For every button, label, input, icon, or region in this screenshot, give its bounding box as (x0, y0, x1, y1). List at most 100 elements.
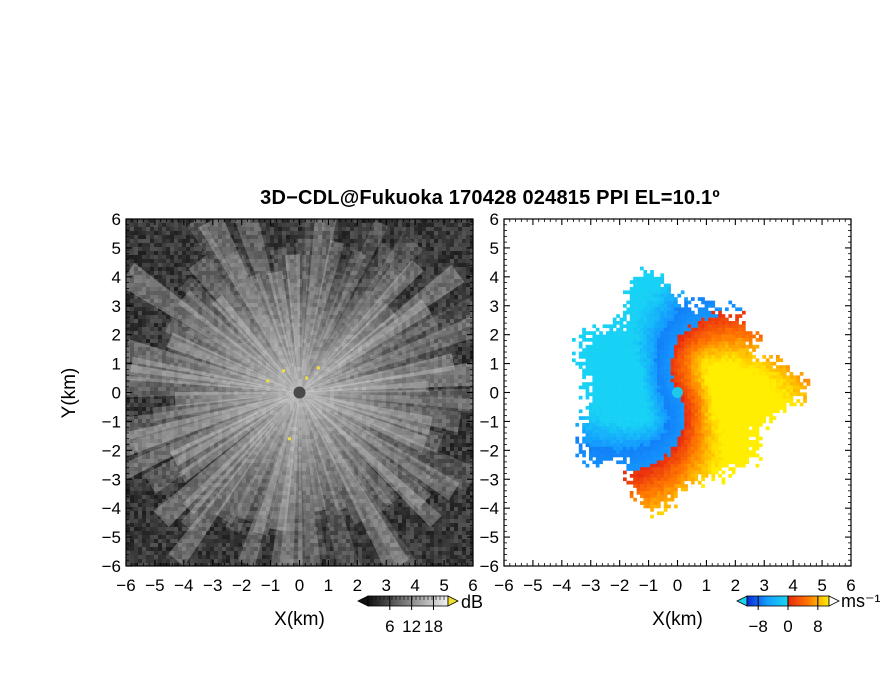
reflectivity-noise-cell (126, 219, 130, 223)
reflectivity-noise-cell (126, 235, 130, 239)
reflectivity-noise-cell (310, 235, 314, 239)
reflectivity-noise-cell (134, 399, 138, 403)
reflectivity-noise-cell (154, 279, 158, 283)
reflectivity-noise-cell (394, 247, 398, 251)
reflectivity-noise-cell (134, 227, 138, 231)
reflectivity-noise-cell (158, 275, 162, 279)
reflectivity-noise-cell (134, 335, 138, 339)
reflectivity-noise-cell (358, 227, 362, 231)
reflectivity-noise-cell (222, 223, 226, 227)
reflectivity-noise-cell (466, 415, 470, 419)
reflectivity-noise-cell (462, 255, 466, 259)
reflectivity-noise-cell (406, 231, 410, 235)
reflectivity-noise-cell (322, 219, 326, 223)
reflectivity-noise-cell (134, 287, 138, 291)
reflectivity-noise-cell (218, 235, 222, 239)
reflectivity-noise-cell (450, 287, 454, 291)
reflectivity-noise-cell (330, 235, 334, 239)
reflectivity-noise-cell (170, 275, 174, 279)
reflectivity-noise-cell (142, 331, 146, 335)
reflectivity-noise-cell (438, 263, 442, 267)
reflectivity-noise-cell (366, 231, 370, 235)
reflectivity-noise-cell (458, 263, 462, 267)
reflectivity-noise-cell (130, 263, 134, 267)
reflectivity-noise-cell (134, 307, 138, 311)
reflectivity-noise-cell (290, 223, 294, 227)
reflectivity-noise-cell (198, 259, 202, 263)
reflectivity-noise-cell (414, 227, 418, 231)
reflectivity-noise-cell (298, 239, 302, 243)
reflectivity-noise-cell (450, 255, 454, 259)
reflectivity-noise-cell (458, 295, 462, 299)
reflectivity-noise-cell (410, 223, 414, 227)
reflectivity-noise-cell (286, 231, 290, 235)
reflectivity-noise-cell (278, 219, 282, 223)
reflectivity-noise-cell (130, 399, 134, 403)
reflectivity-noise-cell (146, 303, 150, 307)
reflectivity-noise-cell (138, 287, 142, 291)
reflectivity-noise-cell (302, 231, 306, 235)
reflectivity-noise-cell (158, 231, 162, 235)
reflectivity-noise-cell (418, 235, 422, 239)
reflectivity-noise-cell (462, 419, 466, 423)
reflectivity-noise-cell (230, 243, 234, 247)
reflectivity-noise-cell (242, 227, 246, 231)
reflectivity-noise-cell (458, 255, 462, 259)
reflectivity-noise-cell (310, 231, 314, 235)
reflectivity-noise-cell (150, 239, 154, 243)
reflectivity-noise-cell (214, 231, 218, 235)
reflectivity-noise-cell (438, 271, 442, 275)
reflectivity-noise-cell (458, 227, 462, 231)
reflectivity-noise-cell (126, 247, 130, 251)
reflectivity-noise-cell (330, 243, 334, 247)
reflectivity-noise-cell (166, 283, 170, 287)
reflectivity-noise-cell (450, 227, 454, 231)
reflectivity-noise-cell (294, 223, 298, 227)
reflectivity-noise-cell (186, 275, 190, 279)
reflectivity-noise-cell (278, 227, 282, 231)
reflectivity-noise-cell (162, 279, 166, 283)
reflectivity-noise-cell (162, 247, 166, 251)
reflectivity-noise-cell (194, 267, 198, 271)
reflectivity-noise-cell (234, 223, 238, 227)
reflectivity-noise-cell (130, 255, 134, 259)
reflectivity-noise-cell (366, 247, 370, 251)
reflectivity-noise-cell (434, 271, 438, 275)
reflectivity-noise-cell (266, 239, 270, 243)
reflectivity-noise-cell (174, 287, 178, 291)
reflectivity-noise-cell (406, 219, 410, 223)
reflectivity-noise-cell (214, 235, 218, 239)
reflectivity-noise-cell (462, 347, 466, 351)
reflectivity-noise-cell (282, 219, 286, 223)
reflectivity-noise-cell (142, 255, 146, 259)
reflectivity-noise-cell (186, 219, 190, 223)
reflectivity-noise-cell (434, 251, 438, 255)
reflectivity-noise-cell (162, 251, 166, 255)
reflectivity-noise-cell (150, 339, 154, 343)
reflectivity-noise-cell (398, 271, 402, 275)
reflectivity-noise-cell (386, 219, 390, 223)
reflectivity-noise-cell (386, 235, 390, 239)
reflectivity-noise-cell (446, 283, 450, 287)
reflectivity-noise-cell (138, 335, 142, 339)
reflectivity-noise-cell (162, 243, 166, 247)
reflectivity-noise-cell (154, 291, 158, 295)
reflectivity-noise-cell (402, 247, 406, 251)
reflectivity-noise-cell (138, 239, 142, 243)
reflectivity-noise-cell (418, 231, 422, 235)
reflectivity-noise-cell (450, 439, 454, 443)
reflectivity-noise-cell (170, 283, 174, 287)
reflectivity-noise-cell (402, 279, 406, 283)
reflectivity-noise-cell (402, 235, 406, 239)
reflectivity-noise-cell (154, 323, 158, 327)
reflectivity-noise-cell (418, 243, 422, 247)
reflectivity-noise-cell (170, 267, 174, 271)
reflectivity-noise-cell (190, 219, 194, 223)
reflectivity-noise-cell (346, 231, 350, 235)
reflectivity-noise-cell (138, 259, 142, 263)
reflectivity-noise-cell (178, 235, 182, 239)
reflectivity-noise-cell (374, 243, 378, 247)
reflectivity-noise-cell (442, 283, 446, 287)
reflectivity-noise-cell (462, 359, 466, 363)
reflectivity-noise-cell (354, 247, 358, 251)
